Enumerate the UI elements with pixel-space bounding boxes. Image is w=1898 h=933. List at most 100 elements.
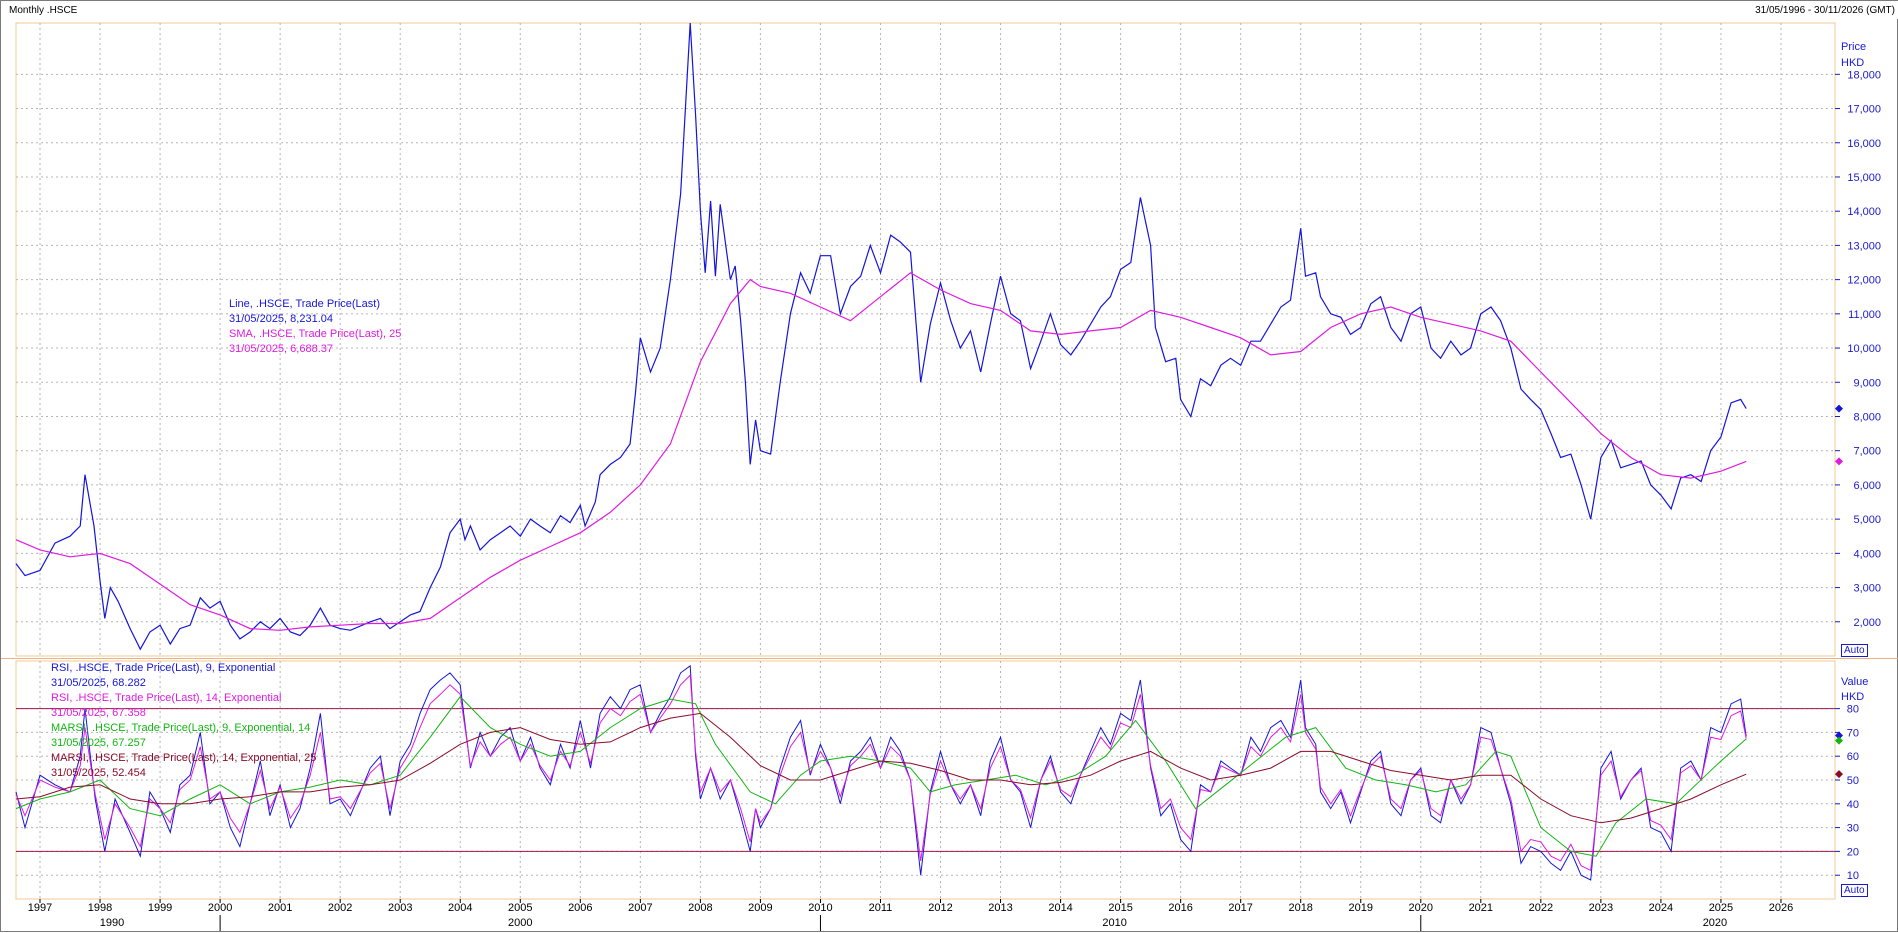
price-tick-label: 4,000 [1853,548,1881,560]
sma-line-series [15,272,1747,631]
year-label: 2021 [1469,902,1493,914]
year-label: 2020 [1409,902,1433,914]
year-label: 2026 [1769,902,1793,914]
year-label: 2016 [1168,902,1192,914]
year-label: 1997 [28,902,52,914]
year-label: 2025 [1709,902,1733,914]
price-axis-title: Price HKD [1841,39,1866,71]
year-label: 2015 [1108,902,1132,914]
rsi-legend-marsi9-value: 31/05/2025, 67.257 [51,737,146,749]
date-range: 31/05/1996 - 30/11/2026 (GMT) [1755,5,1895,16]
rsi-tick-label: 60 [1847,751,1859,763]
price-tick-label: 14,000 [1847,206,1881,218]
marsi9-last-marker [1835,736,1843,745]
rsi-legend-rsi9-label: RSI, .HSCE, Trade Price(Last), 9, Expone… [51,662,276,674]
year-label: 2017 [1228,902,1252,914]
title-bar: Monthly .HSCE 31/05/1996 - 30/11/2026 (G… [1,1,1898,19]
price-axis: 2,000 3,000 4,000 5,000 6,000 7,000 8,000 9,000… [1835,69,1881,629]
rsi-series [15,664,1747,881]
year-label: 2005 [508,902,532,914]
decade-label: 2000 [508,917,532,929]
rsi-legend-marsi14-label: MARSI, .HSCE, Trade Price(Last), 14, Exp… [51,752,317,764]
year-label: 2010 [808,902,832,914]
year-label: 2022 [1529,902,1553,914]
price-tick-label: 2,000 [1853,617,1881,629]
price-tick-label: 15,000 [1847,172,1881,184]
year-label: 2019 [1348,902,1372,914]
rsi-legend-marsi14-value: 31/05/2025, 52.454 [51,767,146,779]
year-label: 2014 [1048,902,1072,914]
rsi-tick-label: 30 [1847,823,1859,835]
price-grid [1,22,1898,659]
year-label: 2011 [869,902,893,914]
price-tick-label: 12,000 [1847,275,1881,287]
year-label: 2002 [328,902,352,914]
rsi-tick-label: 70 [1847,727,1859,739]
rsi-axis-title: Value HKD [1841,675,1868,705]
year-label: 2023 [1589,902,1613,914]
decade-label: 1990 [100,917,124,929]
rsi-axis: 10 20 30 40 50 60 70 80 [1835,704,1859,882]
price-tick-label: 16,000 [1847,138,1881,150]
price-tick-label: 6,000 [1853,480,1881,492]
price-tick-label: 13,000 [1847,240,1881,252]
rsi-auto-button[interactable]: Auto [1841,884,1868,897]
price-line-series [15,22,1747,651]
rsi14-series [15,674,1747,872]
price-legend-line-label: Line, .HSCE, Trade Price(Last) [229,298,381,310]
time-axis: 1997 1998 1999 2000 2001 2002 2003 2004 2005 2006… [28,899,1793,931]
marsi14-last-marker [1835,770,1843,779]
rsi-axis-label: Value [1841,676,1869,688]
price-last-marker [1835,404,1843,413]
price-tick-label: 10,000 [1847,343,1881,355]
year-label: 2006 [568,902,592,914]
chart-title: Monthly .HSCE [9,5,78,16]
price-axis-label: Price [1841,41,1867,53]
rsi-legend: RSI, .HSCE, Trade Price(Last), 9, Expone… [51,661,316,781]
year-label: 2008 [688,902,712,914]
year-label: 2012 [928,902,952,914]
price-tick-label: 7,000 [1853,446,1881,458]
year-label: 1998 [88,902,112,914]
price-axis-unit: HKD [1841,57,1865,69]
rsi-legend-rsi9-value: 31/05/2025, 68.282 [51,677,146,689]
price-legend-sma-value: 31/05/2025, 6,688.37 [229,343,333,355]
year-label: 2007 [628,902,652,914]
rsi-tick-label: 50 [1847,775,1859,787]
rsi-axis-unit: HKD [1841,691,1865,703]
year-label: 2004 [448,902,472,914]
rsi-legend-rsi14-label: RSI, .HSCE, Trade Price(Last), 14, Expon… [51,692,282,704]
price-legend: Line, .HSCE, Trade Price(Last) 31/05/202… [229,297,401,357]
price-auto-button[interactable]: Auto [1841,644,1868,657]
rsi-legend-marsi9-label: MARSI, .HSCE, Trade Price(Last), 9, Expo… [51,722,311,734]
price-tick-label: 17,000 [1847,104,1881,116]
price-tick-label: 8,000 [1853,411,1881,423]
price-series [15,22,1747,651]
year-label: 2009 [748,902,772,914]
year-label: 2018 [1288,902,1312,914]
rsi-tick-label: 20 [1847,846,1859,858]
marsi14-series [15,712,1747,824]
year-label: 2003 [388,902,412,914]
rsi9-last-marker [1835,731,1843,740]
rsi9-series [15,664,1747,881]
rsi-legend-rsi14-value: 31/05/2025, 67.358 [51,707,146,719]
rsi-tick-label: 10 [1847,870,1859,882]
sma-last-marker [1835,457,1843,466]
price-legend-line-value: 31/05/2025, 8,231.04 [229,313,333,325]
decade-label: 2010 [1102,917,1126,929]
price-tick-label: 9,000 [1853,377,1881,389]
price-tick-label: 5,000 [1853,514,1881,526]
year-label: 2013 [988,902,1012,914]
year-label: 2000 [208,902,232,914]
marsi9-series [15,695,1747,857]
price-tick-label: 11,000 [1848,309,1881,321]
price-tick-label: 3,000 [1853,583,1881,595]
price-tick-label: 18,000 [1847,69,1881,81]
rsi-tick-label: 80 [1847,704,1859,716]
year-label: 2024 [1649,902,1673,914]
price-panel-frame [15,22,1836,657]
year-label: 1999 [148,902,172,914]
